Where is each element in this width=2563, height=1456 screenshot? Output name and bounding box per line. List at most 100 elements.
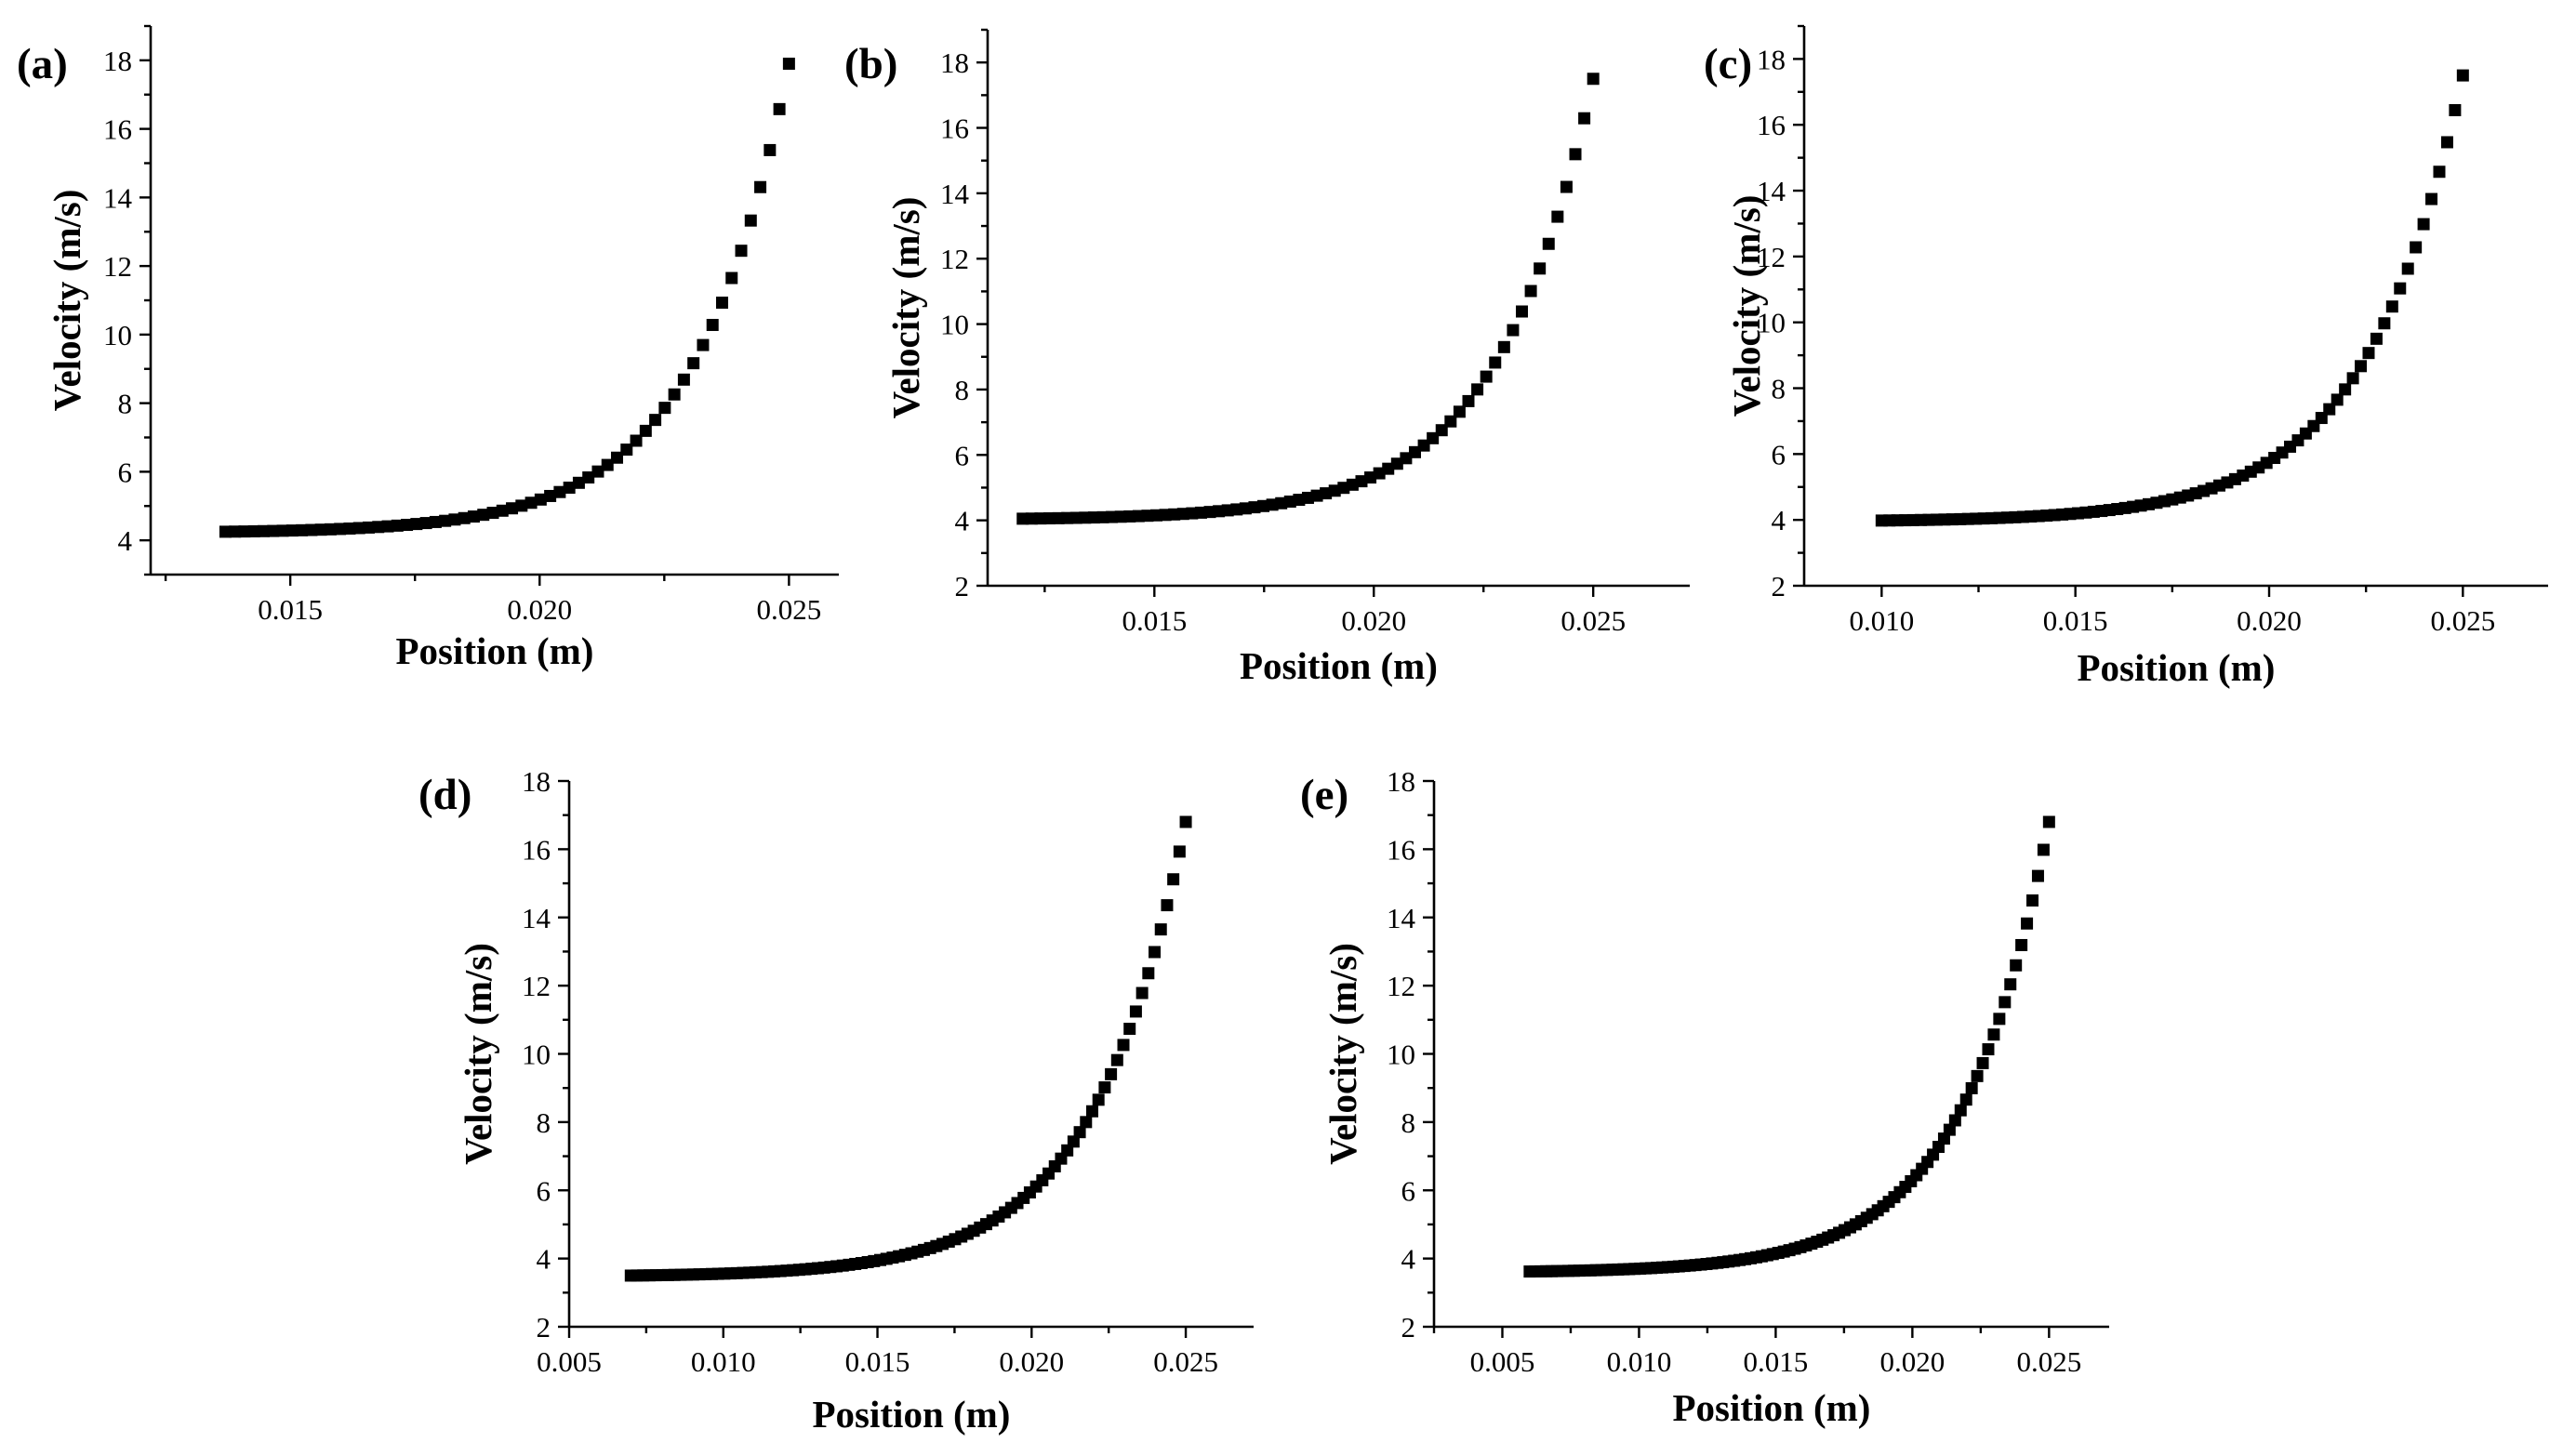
y-tick-label: 4 <box>1401 1243 1416 1276</box>
data-point <box>1117 1039 1130 1052</box>
data-point <box>1954 1104 1967 1117</box>
data-point <box>381 520 394 533</box>
panel-label: (c) <box>1704 40 1752 88</box>
panel-label: (d) <box>418 771 471 819</box>
data-point <box>477 509 490 522</box>
x-axis-title: Position (m) <box>2078 646 2276 689</box>
data-point <box>611 451 624 464</box>
velocity-series <box>624 815 1192 1282</box>
data-point <box>715 297 728 310</box>
data-point <box>1569 148 1582 161</box>
data-point <box>2010 959 2023 972</box>
y-tick-label: 18 <box>522 765 551 798</box>
y-axis-title: Velocity (m/s) <box>46 190 88 412</box>
y-tick-label: 12 <box>522 970 551 1002</box>
x-tick-label: 0.020 <box>2237 604 2302 637</box>
data-point <box>1971 1069 1984 1082</box>
y-axis-title: Velocity (m/s) <box>457 943 499 1165</box>
y-tick-label: 8 <box>537 1106 551 1139</box>
data-point <box>1129 1005 1142 1018</box>
x-axis-title: Position (m) <box>396 629 594 672</box>
data-point <box>773 102 786 115</box>
data-point <box>2355 360 2368 373</box>
y-tick-label: 14 <box>1387 902 1416 934</box>
panel-label: (a) <box>17 40 68 88</box>
data-point <box>1149 946 1162 959</box>
data-point <box>601 458 614 471</box>
data-point <box>677 373 690 386</box>
y-tick-label: 12 <box>1757 241 1786 273</box>
y-tick-label: 6 <box>1772 438 1786 470</box>
data-point <box>352 522 365 535</box>
y-tick-label: 10 <box>522 1039 551 1071</box>
y-tick-label: 8 <box>1772 373 1786 405</box>
data-point <box>458 511 471 524</box>
data-point <box>1560 180 1573 193</box>
y-tick-label: 4 <box>1772 504 1786 536</box>
data-point <box>1578 112 1591 125</box>
data-point <box>2433 165 2446 179</box>
y-tick-label: 12 <box>103 250 132 283</box>
velocity-series <box>1016 73 1600 525</box>
y-tick-label: 16 <box>522 833 551 866</box>
y-tick-label: 2 <box>1401 1311 1416 1343</box>
y-tick-label: 10 <box>1757 307 1786 339</box>
data-point <box>1516 305 1529 318</box>
data-point <box>286 524 299 537</box>
data-point <box>630 434 643 447</box>
data-point <box>1542 237 1555 250</box>
data-point <box>754 180 767 193</box>
data-point <box>1999 996 2012 1009</box>
x-tick-label: 0.015 <box>258 593 323 626</box>
data-point <box>1110 1053 1123 1066</box>
data-point <box>2449 103 2462 116</box>
x-tick-label: 0.020 <box>1879 1345 1945 1378</box>
data-point <box>296 523 309 536</box>
y-tick-label: 6 <box>955 439 970 471</box>
data-point <box>1489 356 1502 369</box>
data-point <box>1098 1081 1111 1094</box>
x-tick-label: 0.025 <box>2016 1345 2081 1378</box>
data-point <box>2346 372 2359 385</box>
data-point <box>706 318 719 331</box>
data-point <box>410 518 423 531</box>
chart-panel-b: 2 4 6 8 10 12 14 16 18 0.015 0.020 0.025 Position (m… <box>844 28 1690 687</box>
data-point <box>2440 136 2453 149</box>
data-point <box>1167 873 1180 886</box>
y-tick-label: 6 <box>1401 1174 1416 1207</box>
x-tick-label: 0.025 <box>2430 604 2495 637</box>
y-tick-label: 8 <box>118 388 133 420</box>
data-point <box>1959 1093 1972 1106</box>
data-point <box>419 517 432 530</box>
data-point <box>572 476 585 489</box>
data-point <box>1092 1093 1105 1106</box>
chart-panel-d: 2 4 6 8 10 12 14 16 18 0.005 0.010 0.015 0.020 0.025 P… <box>418 765 1254 1436</box>
data-point <box>1976 1056 1989 1069</box>
data-point <box>429 515 442 528</box>
y-tick-label: 10 <box>1387 1039 1415 1071</box>
data-point <box>276 524 289 537</box>
data-point <box>247 524 260 537</box>
data-point <box>401 519 414 532</box>
y-tick-label: 6 <box>537 1174 551 1207</box>
data-point <box>515 499 528 512</box>
data-point <box>735 245 748 258</box>
y-axis-title: Velocity (m/s) <box>1725 195 1768 417</box>
data-point <box>2425 192 2438 205</box>
y-tick-label: 8 <box>1401 1106 1416 1139</box>
x-tick-label: 0.010 <box>1849 604 1914 637</box>
data-point <box>2015 938 2028 951</box>
data-point <box>1471 383 1484 396</box>
velocity-series <box>1523 815 2055 1278</box>
data-point <box>1480 370 1493 383</box>
x-tick-label: 0.005 <box>537 1345 602 1378</box>
y-tick-label: 18 <box>1387 765 1415 798</box>
y-axis-title: Velocity (m/s) <box>1321 943 1364 1165</box>
x-tick-label: 0.005 <box>1470 1345 1535 1378</box>
y-tick-label: 8 <box>955 374 970 406</box>
data-point <box>467 510 480 523</box>
x-tick-label: 0.025 <box>1560 604 1626 637</box>
data-point <box>372 521 385 534</box>
data-point <box>2378 317 2391 330</box>
